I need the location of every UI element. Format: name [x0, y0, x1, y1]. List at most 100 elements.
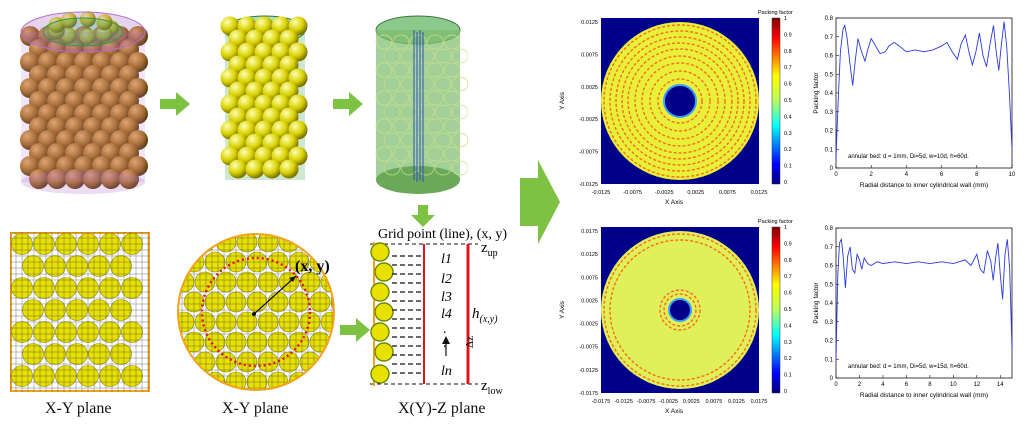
sphere-outline: [451, 76, 468, 92]
y-tick-label: 0.6: [825, 264, 834, 270]
sphere-outline: [434, 132, 452, 148]
y-tick-label: -0.0175: [579, 391, 598, 397]
particle-circle: [330, 331, 334, 353]
colorbar-tick-label: 0.8: [784, 49, 792, 55]
x-tick-label: 0.0125: [728, 399, 745, 405]
y-tick-label: 0.1: [825, 147, 834, 153]
sphere-outline: [392, 34, 410, 50]
x-tick-label: 10: [950, 382, 957, 388]
z-up-label: zup: [481, 240, 498, 259]
sphere-outline: [383, 104, 401, 120]
sphere-outline: [392, 90, 410, 106]
x-tick-label: 0.0075: [705, 399, 722, 405]
arrow-right-icon: [160, 92, 190, 116]
height-label: h(x,y): [472, 306, 498, 325]
sphere-outline: [451, 160, 468, 176]
particle-circle: [110, 343, 132, 365]
arrow-right-icon: [333, 92, 363, 116]
hm1-colorbar-title: Packing factor: [758, 10, 793, 16]
x-tick-label: 8: [928, 382, 932, 388]
particle-circle: [309, 371, 331, 390]
y-tick-label: 0.0175: [581, 229, 598, 235]
sphere-brown: [83, 169, 103, 189]
sphere-brown: [101, 169, 121, 189]
y-tick-label: 0: [830, 376, 834, 382]
x-axis-title: Radial distance to inner cylindrical wal…: [860, 182, 988, 189]
particle-circle: [288, 331, 310, 353]
x-tick-label: -0.0125: [592, 190, 611, 196]
y-tick-label: 0.2: [825, 339, 834, 345]
sphere-outline: [417, 160, 435, 176]
colorbar-tick-label: 0: [784, 180, 787, 186]
hm2-xaxis-title: X Axis: [665, 408, 684, 415]
sphere-yellow: [61, 27, 77, 44]
colorbar-tick-label: 1: [784, 16, 787, 22]
x-tick-label: -0.0025: [655, 190, 674, 196]
cylinder-grid-lines: [375, 15, 468, 194]
colorbar-tick-label: 0.6: [784, 82, 792, 88]
y-tick-label: 0.8: [825, 226, 834, 232]
packing-heatmap-2: Packing factor 1 0.9 0.8 0.7 0.6 0.5 0.4 0.3 0.2…: [559, 219, 793, 415]
colorbar-tick-label: 0.7: [784, 65, 792, 71]
caption-xz-plane: X(Y)-Z plane: [398, 400, 486, 417]
x-tick-label: -0.0075: [623, 190, 642, 196]
x-tick-label: 4: [881, 382, 885, 388]
y-tick-label: 0.3: [825, 320, 834, 326]
point-xy-label: (x, y): [295, 258, 330, 275]
segment-label-2: l2: [441, 272, 452, 287]
sphere-yellow: [228, 159, 248, 179]
caption-xy-plane-circle: X-Y plane: [222, 400, 289, 417]
density-ring: [641, 62, 719, 140]
density-ring: [603, 233, 757, 387]
x-tick-label: 0.0175: [751, 399, 768, 405]
packing-series-line: [835, 237, 1013, 360]
sphere-yellow: [96, 14, 113, 31]
particle-circle: [330, 371, 334, 390]
packing-line-chart-2: 0 0.1 0.2 0.3 0.4 0.5 0.6 0.7 0.8 0 2 4 6 8 10 12 14 annu…: [813, 226, 1013, 399]
colorbar-tick-label: 0.4: [784, 323, 792, 329]
sphere-yellow: [79, 28, 96, 45]
particle-circle: [374, 302, 394, 322]
particle-circle: [121, 321, 143, 343]
y-tick-label: -0.0025: [579, 322, 598, 328]
colorbar-tick-label: 0.5: [784, 98, 792, 104]
sphere-outline: [383, 76, 401, 92]
sphere-outline: [409, 90, 427, 106]
sphere-yellow: [245, 159, 265, 179]
colorbar-tick-label: 0.9: [784, 32, 792, 38]
particle-circle: [374, 262, 394, 282]
sphere-yellow: [79, 11, 96, 28]
y-tick-label: 0.7: [825, 35, 834, 41]
y-tick-label: 0.4: [825, 301, 834, 307]
particle-circle: [22, 255, 44, 277]
y-tick-label: -0.0125: [579, 368, 598, 374]
particle-circle: [330, 251, 334, 273]
xz-plane-diagram: [370, 242, 478, 386]
sphere-outline: [434, 160, 452, 176]
sphere-outline: [451, 48, 468, 64]
particle-circle: [246, 291, 268, 313]
particle-circle: [215, 271, 237, 293]
colorbar-tick-label: 0.4: [784, 114, 792, 120]
particle-circle: [33, 321, 55, 343]
y-tick-label: 0.6: [825, 54, 834, 60]
density-ring: [603, 24, 757, 178]
dz-label: Δz: [463, 336, 476, 348]
sphere-outline: [392, 118, 410, 134]
particle-circle: [55, 321, 77, 343]
sphere-outline: [409, 146, 427, 162]
x-tick-label: -0.0175: [592, 399, 611, 405]
particle-circle: [178, 234, 195, 253]
particle-circle: [88, 255, 110, 277]
sphere-outline: [392, 62, 410, 78]
sphere-outline: [443, 146, 461, 162]
sphere-outline: [443, 118, 461, 134]
sphere-outline: [443, 62, 461, 78]
sphere-outline: [417, 48, 435, 64]
sphere-yellow: [96, 25, 113, 42]
sphere-outline: [383, 48, 401, 64]
xy-plane-circle-grid: [177, 233, 335, 391]
chart-annotation: annular bed: d = 1mm, Di=5d, w=10d, h=60…: [848, 154, 969, 160]
sphere-yellow: [279, 159, 299, 179]
x-tick-label: 8: [975, 172, 979, 178]
